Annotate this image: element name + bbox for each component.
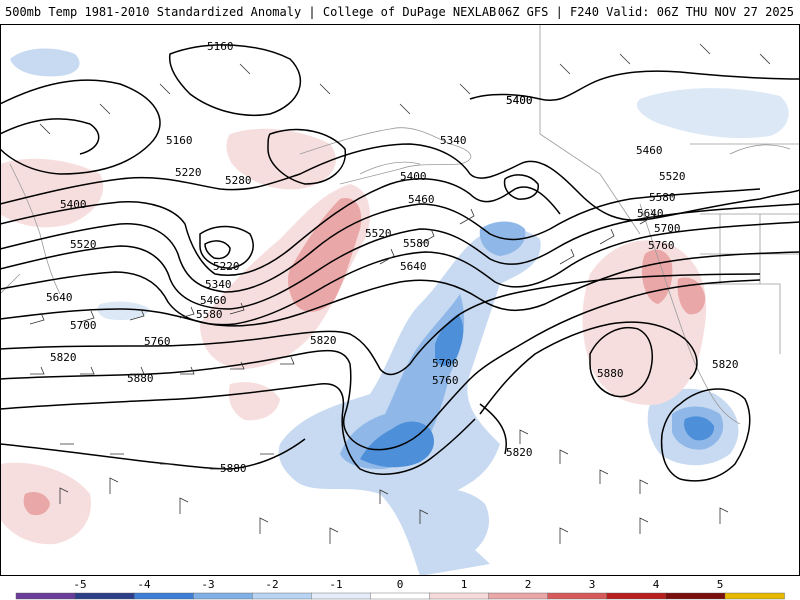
- colorbar-tick-label: 5: [717, 578, 724, 591]
- height-contours: [0, 44, 800, 482]
- colorbar-tick-labels: -5 -4 -3 -2 -1 0 1 2 3 4 5: [73, 578, 723, 591]
- contour-label: 5880: [127, 372, 154, 385]
- colorbar-tick-label: 1: [461, 578, 468, 591]
- wind-barbs: [29, 43, 771, 544]
- contour-label: 5340: [205, 278, 232, 291]
- contour-label: 5580: [196, 308, 223, 321]
- contour-label: 5400: [400, 170, 427, 183]
- contour-label: 5460: [200, 294, 227, 307]
- contour-label: 5280: [225, 174, 252, 187]
- colorbar-segment: [429, 592, 490, 600]
- anomaly-map: 5160 5160 5220 5280 5400 5520 5640 5700 …: [0, 24, 800, 576]
- colorbar-tick-label: -4: [137, 578, 151, 591]
- colorbar-segment: [606, 592, 667, 600]
- contour-label: 5760: [432, 374, 459, 387]
- colorbar-tick-label: 4: [653, 578, 660, 591]
- contour-label: 5820: [310, 334, 337, 347]
- contour-label: 5220: [213, 260, 240, 273]
- colorbar-tick-label: 0: [397, 578, 404, 591]
- contour-label: 5160: [166, 134, 193, 147]
- contour-label: 5880: [597, 367, 624, 380]
- colorbar-segment: [74, 592, 135, 600]
- colorbar-segments: [15, 592, 785, 600]
- contour-label: 5760: [648, 239, 675, 252]
- contour-label: 5460: [636, 144, 663, 157]
- colorbar-tick-label: -5: [73, 578, 86, 591]
- contour-label: 5400: [506, 94, 533, 107]
- anomaly-colorbar: -5 -4 -3 -2 -1 0 1 2 3 4 5: [0, 576, 800, 600]
- colorbar-segment: [724, 592, 785, 600]
- contour-label: 5820: [50, 351, 77, 364]
- colorbar-segment: [252, 592, 313, 600]
- colorbar-segment: [665, 592, 726, 600]
- contour-label: 5520: [365, 227, 392, 240]
- map-header: 500mb Temp 1981-2010 Standardized Anomal…: [0, 0, 800, 24]
- contour-labels: 5160 5160 5220 5280 5400 5520 5640 5700 …: [46, 40, 739, 475]
- colorbar-segment: [193, 592, 254, 600]
- contour-label: 5700: [654, 222, 681, 235]
- colorbar-segment: [15, 592, 76, 600]
- contour-label: 5400: [506, 94, 533, 107]
- colorbar-segment: [488, 592, 549, 600]
- colorbar-segment: [311, 592, 372, 600]
- contour-label: 5580: [649, 191, 676, 204]
- contour-label: 5880: [220, 462, 247, 475]
- colorbar-segment: [370, 592, 431, 600]
- colorbar-tick-label: 2: [525, 578, 532, 591]
- contour-label: 5700: [70, 319, 97, 332]
- contour-label: 5640: [46, 291, 73, 304]
- contour-label: 5400: [60, 198, 87, 211]
- contour-label: 5820: [712, 358, 739, 371]
- contour-label: 5760: [144, 335, 171, 348]
- contour-label: 5820: [506, 446, 533, 459]
- contour-label: 5580: [403, 237, 430, 250]
- contour-label: 5220: [175, 166, 202, 179]
- contour-label: 5340: [440, 134, 467, 147]
- contour-label: 5640: [637, 207, 664, 220]
- colorbar-segment: [133, 592, 194, 600]
- contour-label: 5700: [432, 357, 459, 370]
- contour-label: 5520: [659, 170, 686, 183]
- colorbar-tick-label: 3: [589, 578, 596, 591]
- contour-label: 5460: [408, 193, 435, 206]
- model-valid-time: 06Z GFS | F240 Valid: 06Z THU NOV 27 202…: [497, 5, 794, 19]
- contour-label: 5640: [400, 260, 427, 273]
- map-title: 500mb Temp 1981-2010 Standardized Anomal…: [5, 5, 497, 19]
- colorbar-tick-label: -3: [201, 578, 214, 591]
- contour-label: 5520: [70, 238, 97, 251]
- colorbar-segment: [547, 592, 608, 600]
- colorbar-tick-label: -2: [265, 578, 278, 591]
- colorbar-tick-label: -1: [329, 578, 342, 591]
- contour-label: 5160: [207, 40, 234, 53]
